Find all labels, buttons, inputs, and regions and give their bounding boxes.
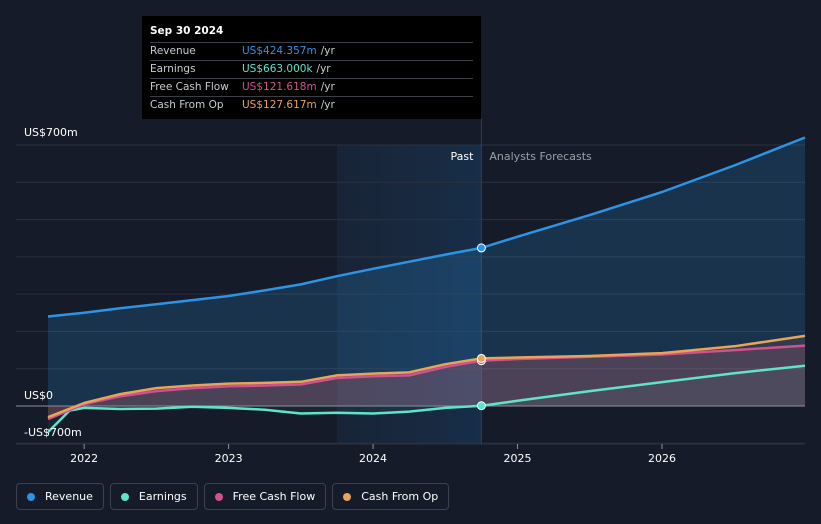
legend-dot-icon: [214, 492, 223, 501]
series-area-earnings: [48, 365, 805, 433]
legend-label: Revenue: [45, 490, 93, 503]
tooltip-label: Free Cash Flow: [150, 81, 229, 93]
series-area-free_cash_flow: [48, 345, 805, 420]
legend-item-revenue[interactable]: Revenue: [16, 483, 104, 510]
tooltip-unit: /yr: [320, 81, 335, 93]
tooltip-row-revenue: Revenue US$424.357m /yr: [150, 42, 473, 60]
tooltip-value: US$424.357m: [242, 45, 317, 57]
x-tick-label: 2026: [648, 452, 676, 465]
y-axis-label: US$700m: [24, 126, 78, 139]
tooltip-row-cash-from-op: Cash From Op US$127.617m /yr: [150, 96, 473, 114]
series-line-cash_from_op: [47, 357, 482, 419]
tooltip-label: Revenue: [150, 45, 196, 57]
series-forecast-line-revenue: [481, 136, 806, 250]
series-point-cash_from_op: [476, 353, 486, 363]
tooltip-value: US$663.000k: [242, 63, 313, 75]
x-tick-label: 2024: [359, 452, 387, 465]
legend-dot-icon: [27, 492, 35, 501]
series-point-earnings: [476, 401, 486, 411]
series-point-revenue: [476, 243, 486, 253]
tooltip-row-earnings: Earnings US$663.000k /yr: [150, 60, 473, 78]
x-tick-label: 2025: [504, 452, 532, 465]
tooltip-label: Cash From Op: [150, 99, 224, 111]
series-area-revenue: [48, 137, 805, 406]
x-tick-label: 2022: [70, 452, 98, 465]
tooltip-date: Sep 30 2024: [150, 25, 224, 37]
tooltip-value: US$127.617m: [242, 99, 317, 111]
legend-item-free-cash-flow[interactable]: Free Cash Flow: [203, 483, 327, 510]
tooltip-unit: /yr: [316, 63, 331, 75]
legend-label: Free Cash Flow: [232, 490, 316, 503]
grid-lines: [16, 118, 805, 449]
tooltip-unit: /yr: [320, 45, 335, 57]
y-axis-label: -US$700m: [24, 426, 82, 439]
series-line-earnings: [47, 404, 482, 433]
legend-item-earnings[interactable]: Earnings: [109, 483, 198, 510]
legend: Revenue Earnings Free Cash Flow Cash Fro…: [16, 483, 450, 510]
chart-area: US$700m US$0 -US$700m 2022 2023 2024 2025 2026 P…: [16, 118, 806, 465]
y-axis-label: US$0: [24, 389, 53, 402]
tooltip: Sep 30 2024 Revenue US$424.357m /yr Earn…: [142, 16, 481, 119]
past-label: Past: [450, 150, 474, 163]
legend-label: Earnings: [138, 490, 187, 503]
legend-item-cash-from-op[interactable]: Cash From Op: [332, 483, 450, 510]
series-forecast-line-earnings: [481, 364, 806, 408]
tooltip-label: Earnings: [150, 63, 196, 75]
legend-label: Cash From Op: [361, 490, 439, 503]
tooltip-row-free-cash-flow: Free Cash Flow US$121.618m /yr: [150, 78, 473, 96]
tooltip-unit: /yr: [320, 99, 335, 111]
series-forecast-line-cash_from_op: [481, 334, 806, 360]
legend-dot-icon: [343, 492, 352, 501]
x-tick-label: 2023: [215, 452, 243, 465]
legend-dot-icon: [120, 492, 129, 501]
forecast-label: Analysts Forecasts: [489, 150, 592, 163]
series-line-revenue: [47, 246, 482, 318]
tooltip-value: US$121.618m: [242, 81, 317, 93]
series-line-free_cash_flow: [47, 359, 482, 421]
